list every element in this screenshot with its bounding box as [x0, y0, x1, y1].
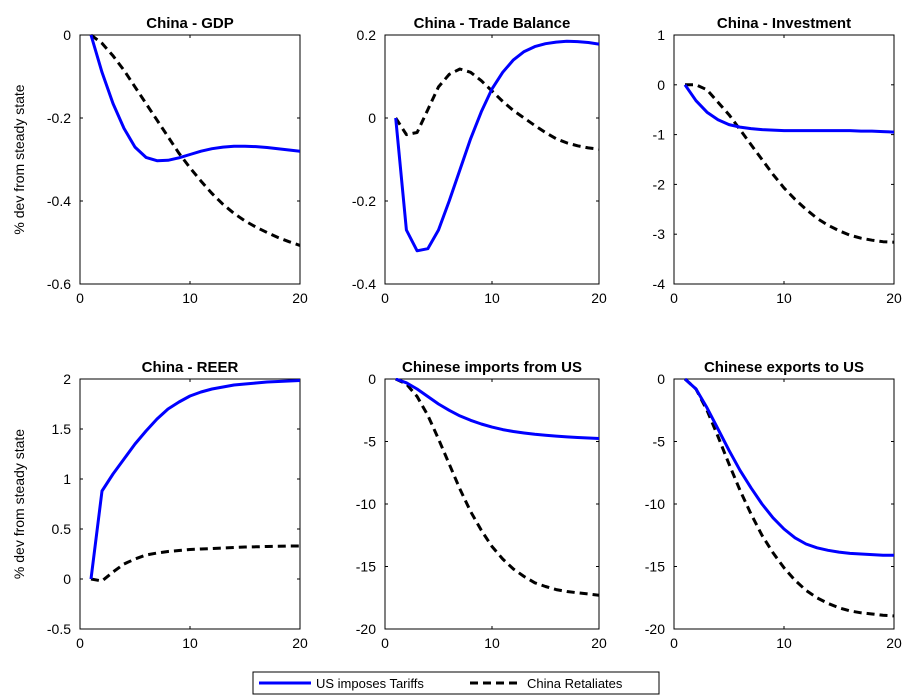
y-tick-label: -1: [653, 127, 666, 143]
subplot-5: Chinese imports from US 0 10 20 0 -5 -10 -15 -20: [356, 359, 607, 651]
subplot-title: China - GDP: [146, 15, 234, 32]
x-tick-label: 10: [776, 635, 792, 651]
x-tick-label: 10: [776, 290, 792, 306]
y-tick-label: -5: [364, 434, 377, 450]
y-tick-label: -20: [356, 621, 376, 637]
y-tick-label: -5: [653, 434, 666, 450]
y-tick-label: 0: [63, 27, 71, 43]
x-tick-label: 0: [76, 635, 84, 651]
y-tick-label: 0.2: [357, 27, 377, 43]
y-tick-label: -4: [653, 276, 666, 292]
x-tick-label: 10: [182, 635, 198, 651]
subplot-4: China - REER 0 10 20 2 1.5 1 0.5 0 -0.5 % dev from…: [11, 359, 308, 651]
subplot-6: Chinese exports to US 0 10 20 0 -5 -10 -15 -20: [645, 359, 902, 651]
y-tick-label: 0: [368, 110, 376, 126]
x-tick-label: 0: [381, 635, 389, 651]
axes-box: [673, 34, 895, 285]
x-tick-label: 10: [484, 635, 500, 651]
series-us-imposes-tariffs: [683, 378, 894, 557]
series-china-retaliates: [90, 544, 300, 583]
y-tick-label: -0.2: [47, 110, 71, 126]
x-tick-label: 20: [292, 290, 308, 306]
series-us-imposes-tariffs: [395, 378, 599, 440]
series-china-retaliates: [683, 378, 894, 618]
y-tick-label: -0.6: [47, 276, 71, 292]
y-tick-label: -20: [645, 621, 665, 637]
x-tick-label: 0: [381, 290, 389, 306]
series-us-imposes-tariffs: [89, 34, 300, 163]
legend: US imposes Tariffs China Retaliates: [252, 671, 660, 695]
y-tick-label: -15: [356, 559, 376, 575]
axes-box: [673, 378, 895, 630]
x-tick-label: 10: [484, 290, 500, 306]
x-tick-label: 0: [76, 290, 84, 306]
axes-box: [384, 34, 600, 285]
y-tick-label: -3: [653, 226, 666, 242]
y-tick-label: 1: [657, 27, 665, 43]
y-axis-label: % dev from steady state: [11, 84, 27, 234]
subplot-1: China - GDP 0 10 20 0 -0.2 -0.4 -0.6 % dev from …: [11, 15, 308, 306]
subplot-title: China - REER: [142, 359, 239, 376]
x-tick-label: 0: [670, 290, 678, 306]
y-tick-label: -10: [645, 496, 665, 512]
y-tick-label: -15: [645, 559, 665, 575]
subplot-title: China - Investment: [717, 15, 851, 32]
x-tick-label: 20: [591, 635, 607, 651]
series-us-imposes-tariffs: [394, 39, 599, 253]
series-china-retaliates: [394, 67, 599, 151]
series-china-retaliates: [395, 378, 599, 597]
subplot-2: China - Trade Balance 0 10 20 0.2 0 -0.2 -0.4: [352, 15, 607, 306]
y-tick-label: -0.4: [352, 276, 376, 292]
legend-label-tariffs: US imposes Tariffs: [316, 676, 424, 691]
series-china-retaliates: [685, 83, 894, 244]
y-tick-label: -10: [356, 496, 376, 512]
y-tick-label: -2: [653, 176, 666, 192]
series-china-retaliates: [90, 34, 300, 247]
y-tick-label: 0: [63, 571, 71, 587]
x-tick-label: 20: [886, 635, 902, 651]
y-tick-label: 1: [63, 471, 71, 487]
x-tick-label: 20: [886, 290, 902, 306]
series-us-imposes-tariffs: [683, 83, 894, 134]
y-tick-label: -0.4: [47, 193, 71, 209]
subplot-title: Chinese imports from US: [402, 359, 582, 376]
series-us-imposes-tariffs: [89, 379, 300, 580]
x-tick-label: 20: [591, 290, 607, 306]
subplot-title: China - Trade Balance: [414, 15, 571, 32]
y-tick-label: -0.2: [352, 193, 376, 209]
axes-box: [79, 378, 301, 630]
subplot-title: Chinese exports to US: [704, 359, 864, 376]
y-tick-label: 1.5: [52, 421, 72, 437]
x-tick-label: 10: [182, 290, 198, 306]
y-tick-label: 0: [657, 371, 665, 387]
y-tick-label: -0.5: [47, 621, 71, 637]
legend-label-retaliates: China Retaliates: [527, 676, 623, 691]
y-tick-label: 0: [368, 371, 376, 387]
y-tick-label: 2: [63, 371, 71, 387]
legend-box: [252, 671, 660, 695]
axes-box: [79, 34, 301, 285]
y-axis-label: % dev from steady state: [11, 429, 27, 579]
x-tick-label: 0: [670, 635, 678, 651]
y-tick-label: 0.5: [52, 521, 72, 537]
y-tick-label: 0: [657, 77, 665, 93]
x-tick-label: 20: [292, 635, 308, 651]
